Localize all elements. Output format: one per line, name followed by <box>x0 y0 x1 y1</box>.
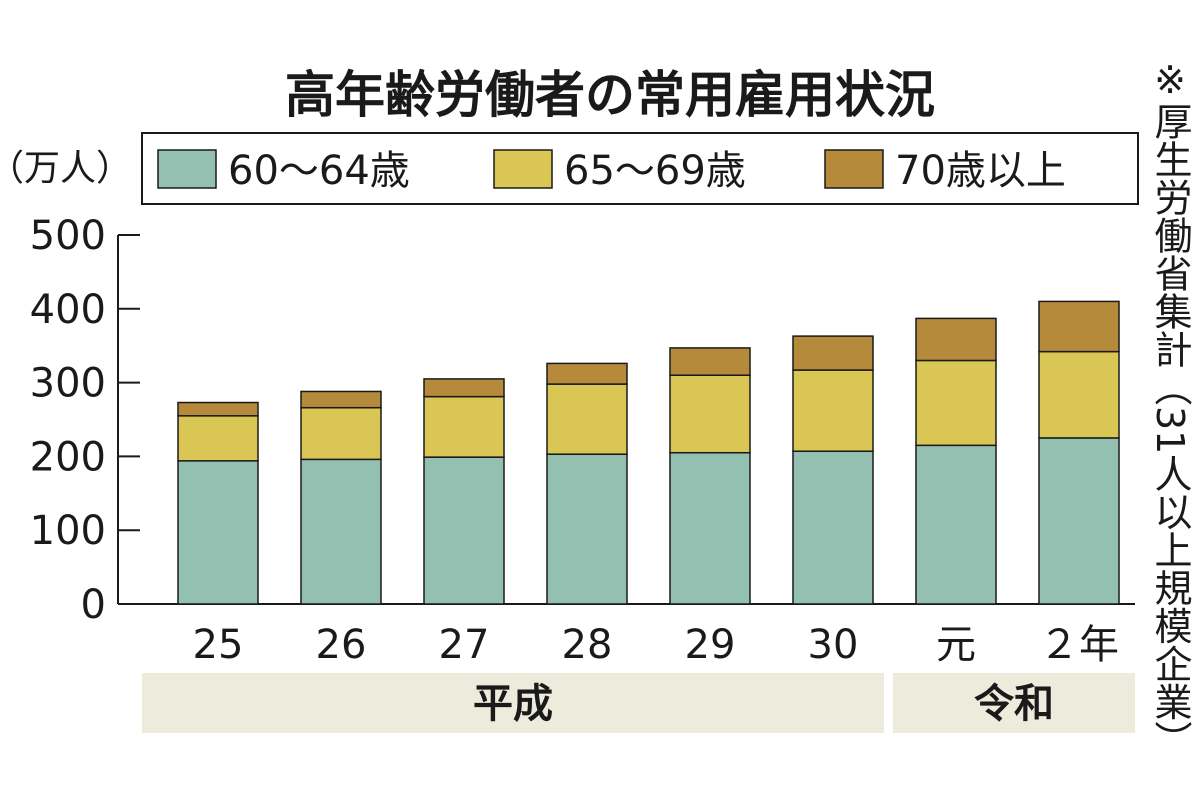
x-tick-label: 25 <box>193 622 244 668</box>
bar-segment <box>915 444 997 605</box>
y-tick-label: 300 <box>30 361 106 407</box>
bar-segment <box>1038 350 1120 439</box>
x-tick-label: 元 <box>936 622 976 668</box>
era-label: 平成 <box>473 681 553 727</box>
source-note: ※厚生労働省集計（31人以上規模企業） <box>1148 58 1192 758</box>
x-tick-label: 27 <box>439 622 490 668</box>
bar-segment <box>1038 437 1120 605</box>
bar-segment <box>792 369 874 452</box>
y-tick-label: 400 <box>30 287 106 333</box>
bar-segment <box>669 451 751 605</box>
chart-title: 高年齢労働者の常用雇用状況 <box>285 66 935 124</box>
legend-label: 70歳以上 <box>895 148 1066 194</box>
bar-segment <box>669 347 751 376</box>
legend-swatch <box>824 149 884 189</box>
legend-swatch <box>493 149 553 189</box>
bar-segment <box>792 450 874 605</box>
bar-segment <box>546 362 628 385</box>
y-tick-label: 100 <box>30 508 106 554</box>
legend-label: 60〜64歳 <box>228 148 410 194</box>
x-tick-label: 26 <box>316 622 367 668</box>
legend-box <box>141 132 1139 205</box>
era-bands: 平成 令和 <box>142 673 1135 733</box>
bar-segment <box>792 335 874 371</box>
bar-segment <box>1038 300 1120 353</box>
x-axis-labels: 25 26 27 28 29 30 元 ２年 <box>193 622 1119 668</box>
bar-segment <box>300 458 382 605</box>
y-tick-label: 0 <box>81 582 106 628</box>
legend-swatch <box>157 149 217 189</box>
bar-segment <box>915 359 997 447</box>
x-tick-label: 28 <box>562 622 613 668</box>
x-tick-label: 29 <box>685 622 736 668</box>
y-axis: 0 100 200 300 400 500 <box>30 213 1135 628</box>
bar-segment <box>546 453 628 605</box>
bar-segment <box>915 317 997 362</box>
bar-segment <box>423 456 505 605</box>
bar-segment <box>423 378 505 398</box>
bar-segment <box>300 406 382 461</box>
legend-label: 65〜69歳 <box>564 148 746 194</box>
y-tick-label: 200 <box>30 434 106 480</box>
bar-segment <box>546 383 628 455</box>
bar-segment <box>177 460 259 605</box>
y-axis-unit: （万人） <box>0 148 132 189</box>
era-band <box>893 673 1135 733</box>
bar-segment <box>300 390 382 409</box>
bar-segment <box>177 415 259 462</box>
bar-segment <box>423 395 505 458</box>
bar-segment <box>177 401 259 417</box>
y-tick-label: 500 <box>30 213 106 259</box>
x-tick-label: ２年 <box>1039 622 1119 668</box>
bar-segment <box>669 374 751 454</box>
era-label: 令和 <box>974 681 1054 727</box>
x-tick-label: 30 <box>808 622 859 668</box>
bars <box>177 300 1120 605</box>
era-band <box>142 673 884 733</box>
legend: 60〜64歳 65〜69歳 70歳以上 <box>157 148 1066 194</box>
